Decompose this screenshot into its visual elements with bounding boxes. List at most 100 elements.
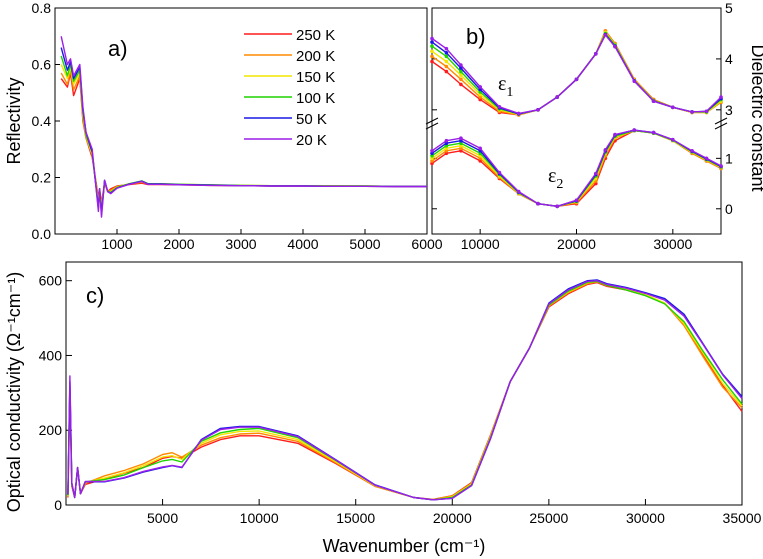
eps1-point-100K — [459, 69, 463, 74]
axis-break-mark — [425, 117, 439, 125]
panel-a-ticks: 1000 2000 3000 4000 5000 6000 0.0 0.2 0.4 0.6 0.8 — [32, 0, 443, 252]
panel-c-conductivity: 5000 10000 15000 20000 25000 30000 35000 0 200 40… — [4, 261, 762, 556]
eps2-point-20K — [594, 171, 598, 176]
panel-c-xlabel: Wavenumber (cm⁻¹) — [323, 536, 486, 556]
panel-b-dielectric: 10000 20000 30000 0 1 3 4 5 b) ε1 ε2 Dielectric… — [425, 0, 763, 252]
panel-b-ytick-label: 1 — [725, 150, 733, 166]
eps2-point-200K — [444, 149, 449, 153]
panel-a-xtick-label: 3000 — [225, 236, 256, 252]
eps1-point-100K — [444, 54, 449, 59]
eps1-point-150K — [444, 59, 449, 64]
eps2-point-20K — [603, 148, 608, 152]
panel-a-ytick-label: 0.2 — [32, 170, 52, 186]
panel-a-xtick-label: 2000 — [163, 236, 194, 252]
panel-c-xtick-label: 5000 — [147, 510, 178, 526]
eps2-point-20K — [444, 138, 449, 143]
eps2-point-20K — [719, 164, 723, 168]
eps1-point-200K — [444, 64, 449, 69]
eps2-point-20K — [574, 198, 579, 202]
panel-b-ylabel: Dielectric constant — [748, 44, 763, 191]
eps2-point-20K — [430, 149, 434, 153]
eps1-point-20K — [574, 77, 579, 82]
eps1-point-50K — [444, 51, 449, 55]
eps2-line-20K — [431, 129, 722, 208]
panel-a-ytick-label: 0.6 — [32, 57, 52, 73]
eps1-point-20K — [478, 85, 483, 89]
eps1-point-20K — [536, 108, 540, 112]
panel-c-line-50K — [67, 279, 743, 501]
eps1-point-20K — [704, 109, 709, 114]
eps1-point-250K — [478, 97, 483, 102]
legend-label-100K: 100 K — [296, 90, 335, 107]
panel-b-xtick-label: 10000 — [461, 236, 500, 252]
panel-b-series — [430, 29, 723, 209]
panel-a-letter: a) — [108, 36, 128, 61]
eps2-label: ε2 — [548, 165, 563, 192]
panel-b-xtick-label: 20000 — [557, 236, 596, 252]
panel-b-xtick-label: 30000 — [653, 236, 692, 252]
eps1-line-20K — [431, 34, 722, 115]
eps2-point-20K — [671, 137, 675, 142]
eps2-point-50K — [459, 138, 463, 143]
panel-a-xtick-label: 1000 — [101, 236, 132, 252]
panel-a-series — [60, 36, 427, 218]
eps1-point-50K — [459, 66, 463, 70]
panel-c-xtick-label: 35000 — [723, 510, 762, 526]
panel-a-xtick-label: 6000 — [411, 236, 442, 252]
eps2-point-150K — [444, 146, 449, 151]
eps2-point-20K — [497, 170, 502, 175]
eps2-point-250K — [430, 161, 434, 166]
eps2-point-20K — [555, 204, 559, 209]
panel-a-ytick-label: 0.8 — [32, 0, 52, 16]
panel-c-xtick-label: 30000 — [626, 510, 665, 526]
panel-b-ytick-label: 4 — [725, 51, 733, 67]
eps2-point-100K — [459, 141, 463, 145]
eps1-point-20K — [632, 79, 637, 84]
axis-break-mark — [425, 122, 439, 130]
legend-label-20K: 20 K — [296, 132, 327, 149]
eps1-point-20K — [459, 63, 463, 67]
eps1-point-20K — [444, 46, 449, 51]
panel-b-letter: b) — [466, 24, 486, 49]
panel-c-ytick-label: 400 — [39, 347, 63, 363]
panel-a-line-250K — [60, 72, 427, 204]
eps2-point-100K — [444, 143, 449, 148]
eps1-point-100K — [430, 44, 434, 48]
eps2-point-20K — [459, 136, 463, 140]
eps2-point-20K — [478, 146, 483, 151]
panel-c-ylabel: Optical conductivity (Ω⁻¹cm⁻¹) — [4, 272, 24, 513]
eps1-point-20K — [603, 33, 608, 37]
legend: 250 K 200 K 150 K 100 K 50 K 20 K — [244, 27, 335, 149]
panel-c-line-20K — [67, 280, 743, 501]
legend-label-250K: 250 K — [296, 27, 335, 44]
eps2-point-250K — [444, 151, 449, 156]
eps1-point-20K — [594, 52, 598, 56]
eps2-point-20K — [516, 189, 521, 194]
eps1-point-20K — [690, 110, 694, 114]
panel-b-ticks: 10000 20000 30000 0 1 3 4 5 — [425, 0, 733, 252]
eps1-label: ε1 — [498, 73, 513, 100]
eps1-point-20K — [516, 111, 521, 116]
panel-c-letter: c) — [86, 283, 104, 308]
panel-c-xtick-label: 15000 — [336, 510, 375, 526]
panel-c-ytick-label: 200 — [39, 422, 63, 438]
eps2-point-50K — [430, 151, 434, 156]
eps1-point-20K — [430, 36, 434, 41]
eps1-point-20K — [613, 44, 617, 49]
eps1-point-20K — [555, 95, 559, 99]
legend-label-50K: 50 K — [296, 111, 327, 128]
eps1-point-200K — [430, 54, 434, 59]
panel-c-series — [67, 279, 743, 501]
panel-c-xtick-label: 20000 — [433, 510, 472, 526]
panel-c-xtick-label: 25000 — [529, 510, 568, 526]
eps1-point-200K — [478, 95, 483, 99]
eps1-point-50K — [430, 40, 434, 44]
panel-a-xtick-label: 4000 — [287, 236, 318, 252]
panel-c-ytick-label: 600 — [39, 273, 63, 289]
eps2-line-50K — [431, 129, 722, 208]
eps2-point-20K — [704, 156, 709, 161]
eps2-point-200K — [430, 159, 434, 163]
eps2-point-200K — [459, 146, 463, 151]
legend-label-200K: 200 K — [296, 48, 335, 65]
